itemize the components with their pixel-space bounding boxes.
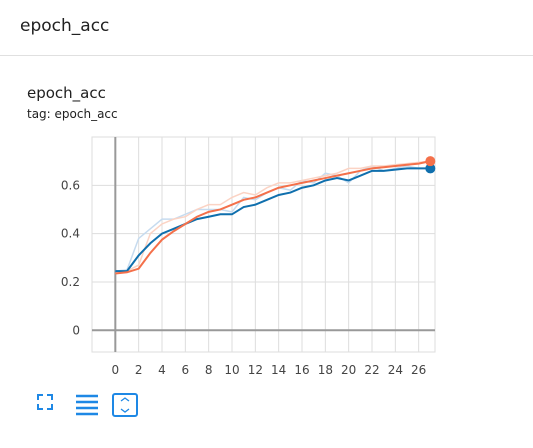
x-tick-label: 10 bbox=[224, 363, 239, 377]
toolbar bbox=[37, 393, 138, 417]
series-line bbox=[115, 160, 431, 275]
y-tick-label: 0.6 bbox=[61, 178, 80, 192]
y-tick-label: 0.4 bbox=[61, 227, 80, 241]
plot-area bbox=[91, 136, 436, 353]
series-line bbox=[115, 165, 431, 272]
card-tag: tag: epoch_acc bbox=[27, 107, 118, 121]
x-tick-label: 26 bbox=[411, 363, 426, 377]
x-tick-label: 18 bbox=[318, 363, 333, 377]
x-tick-label: 24 bbox=[388, 363, 403, 377]
header-title: epoch_acc bbox=[20, 16, 110, 36]
x-tick-label: 2 bbox=[135, 363, 143, 377]
x-tick-label: 8 bbox=[205, 363, 213, 377]
x-tick-label: 12 bbox=[248, 363, 263, 377]
fit-domain-button[interactable] bbox=[112, 393, 138, 417]
x-tick-label: 4 bbox=[158, 363, 166, 377]
y-tick-label: 0 bbox=[72, 323, 80, 337]
x-tick-label: 16 bbox=[294, 363, 309, 377]
x-tick-label: 0 bbox=[112, 363, 120, 377]
x-tick-label: 22 bbox=[364, 363, 379, 377]
end-point bbox=[425, 156, 436, 167]
series-line bbox=[115, 160, 431, 275]
fullscreen-button[interactable] bbox=[37, 394, 53, 410]
header: epoch_acc bbox=[0, 0, 533, 56]
y-tick-label: 0.2 bbox=[61, 275, 80, 289]
series-line bbox=[115, 167, 431, 273]
x-tick-label: 6 bbox=[182, 363, 190, 377]
chart: 00.20.40.60 2 4 6 8 10 12 14 16 18 20 22 24 26 bbox=[61, 136, 436, 377]
data-toggle-button[interactable] bbox=[76, 394, 98, 416]
x-tick-label: 20 bbox=[341, 363, 356, 377]
card-title: epoch_acc bbox=[27, 84, 106, 102]
x-tick-label: 14 bbox=[271, 363, 286, 377]
end-point bbox=[425, 163, 436, 174]
